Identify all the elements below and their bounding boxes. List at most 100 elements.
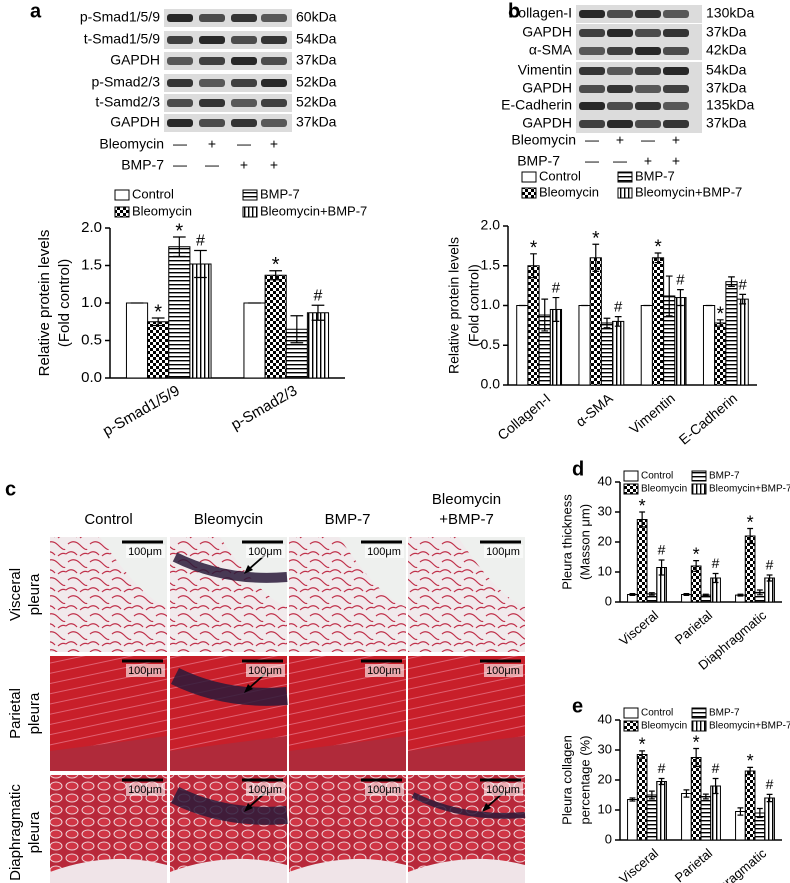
blot-band bbox=[607, 102, 633, 110]
blot-size: 42kDa bbox=[706, 42, 747, 58]
panel-label: e bbox=[572, 695, 583, 717]
blot-band bbox=[579, 85, 605, 93]
bar bbox=[636, 754, 648, 841]
significance: # bbox=[552, 280, 561, 297]
blot-label: GAPDH bbox=[522, 24, 572, 40]
y-tick-label: 20 bbox=[598, 533, 612, 548]
x-tick-label: p-Smad1/5/9 bbox=[100, 382, 183, 440]
blot-band bbox=[231, 99, 257, 107]
error-bar bbox=[592, 243, 600, 272]
y-axis-label: (Fold control) bbox=[56, 259, 73, 347]
scale-bg bbox=[246, 545, 285, 558]
scale-label: 100μm bbox=[486, 784, 520, 796]
blot-size: 52kDa bbox=[296, 74, 337, 90]
error-bar bbox=[658, 559, 665, 576]
scale-label: 100μm bbox=[248, 784, 282, 796]
error-bar bbox=[683, 593, 690, 596]
y-axis-label: Pleura collagen bbox=[559, 735, 574, 825]
scale-label: 100μm bbox=[486, 665, 520, 677]
error-bar bbox=[665, 275, 673, 317]
legend-swatch bbox=[623, 707, 639, 719]
fibrotic-layer bbox=[170, 667, 288, 706]
bar bbox=[147, 321, 170, 379]
legend-label: BMP-7 bbox=[260, 186, 300, 201]
scale-label: 100μm bbox=[248, 546, 282, 558]
bar bbox=[125, 302, 149, 379]
condition-sign: — bbox=[613, 153, 627, 169]
legend-label: Bleomycin+BMP-7 bbox=[709, 721, 790, 732]
error-bar bbox=[739, 293, 747, 305]
error-bar bbox=[614, 316, 622, 327]
error-bar bbox=[716, 319, 724, 327]
blot-band bbox=[579, 29, 605, 37]
row-label: pleura bbox=[26, 692, 43, 734]
significance: * bbox=[747, 512, 754, 532]
legend-swatch bbox=[623, 483, 639, 495]
y-tick-label: 10 bbox=[598, 563, 612, 578]
error-bar bbox=[702, 793, 709, 800]
scale-bg bbox=[126, 545, 165, 558]
blot-band bbox=[635, 67, 661, 75]
y-axis-label: percentage (%) bbox=[577, 736, 592, 825]
scale-bg bbox=[484, 545, 523, 558]
y-tick-label: 1.5 bbox=[481, 256, 501, 272]
row-label: Visceral bbox=[7, 568, 24, 621]
bar bbox=[744, 535, 756, 603]
legend-label: Bleomycin bbox=[641, 721, 687, 732]
significance: * bbox=[747, 751, 754, 771]
bar bbox=[627, 799, 638, 841]
row-label: Parietal bbox=[7, 688, 24, 739]
arrow-head bbox=[244, 565, 253, 574]
row-label: Diaphragmatic bbox=[7, 784, 24, 881]
column-label: +BMP-7 bbox=[439, 511, 494, 528]
blot-band bbox=[167, 57, 193, 65]
blot-band bbox=[607, 47, 633, 55]
blot-band bbox=[199, 36, 225, 44]
row-label: pleura bbox=[26, 811, 43, 853]
blot-band bbox=[261, 14, 287, 22]
significance: * bbox=[530, 238, 538, 259]
x-tick-label: Parietal bbox=[672, 607, 715, 647]
legend-swatch bbox=[521, 187, 537, 199]
scale-bg bbox=[246, 664, 285, 677]
significance: # bbox=[766, 776, 774, 792]
y-tick-label: 1.0 bbox=[81, 294, 102, 311]
significance: * bbox=[639, 735, 646, 755]
condition-sign: — bbox=[641, 132, 655, 148]
blot-size: 37kDa bbox=[706, 80, 747, 96]
condition-sign: — bbox=[237, 136, 251, 152]
y-tick-label: 10 bbox=[598, 801, 612, 816]
legend-label: Bleomycin bbox=[641, 484, 687, 495]
legend-swatch bbox=[114, 206, 130, 218]
y-tick-label: 0.0 bbox=[81, 369, 102, 386]
blot-band bbox=[261, 79, 287, 87]
significance: * bbox=[272, 254, 280, 276]
tissue-clear bbox=[50, 736, 167, 771]
error-bar bbox=[693, 560, 700, 572]
scale-bg bbox=[484, 664, 523, 677]
blot-band bbox=[635, 47, 661, 55]
x-tick-label: Collagen-I bbox=[494, 390, 553, 443]
error-bar bbox=[677, 289, 684, 307]
blot-band bbox=[635, 85, 661, 93]
blot-band bbox=[199, 14, 225, 22]
bar bbox=[651, 257, 665, 386]
bar bbox=[264, 274, 287, 379]
condition-label: BMP-7 bbox=[517, 153, 560, 169]
blot-band bbox=[579, 102, 605, 110]
y-axis-label: (Masson μm) bbox=[577, 504, 592, 580]
scale-label: 100μm bbox=[248, 665, 282, 677]
panel-label: a bbox=[30, 0, 42, 22]
legend-label: Bleomycin+BMP-7 bbox=[260, 203, 367, 218]
bar bbox=[764, 797, 775, 841]
y-tick-label: 40 bbox=[598, 711, 612, 726]
y-tick-label: 40 bbox=[598, 473, 612, 488]
error-bar bbox=[194, 249, 207, 279]
error-bar bbox=[629, 593, 636, 596]
significance: * bbox=[639, 496, 646, 516]
condition-sign: + bbox=[270, 136, 278, 152]
significance: # bbox=[658, 542, 666, 558]
bar bbox=[690, 757, 702, 841]
condition-sign: + bbox=[616, 132, 624, 148]
bar bbox=[600, 322, 614, 386]
